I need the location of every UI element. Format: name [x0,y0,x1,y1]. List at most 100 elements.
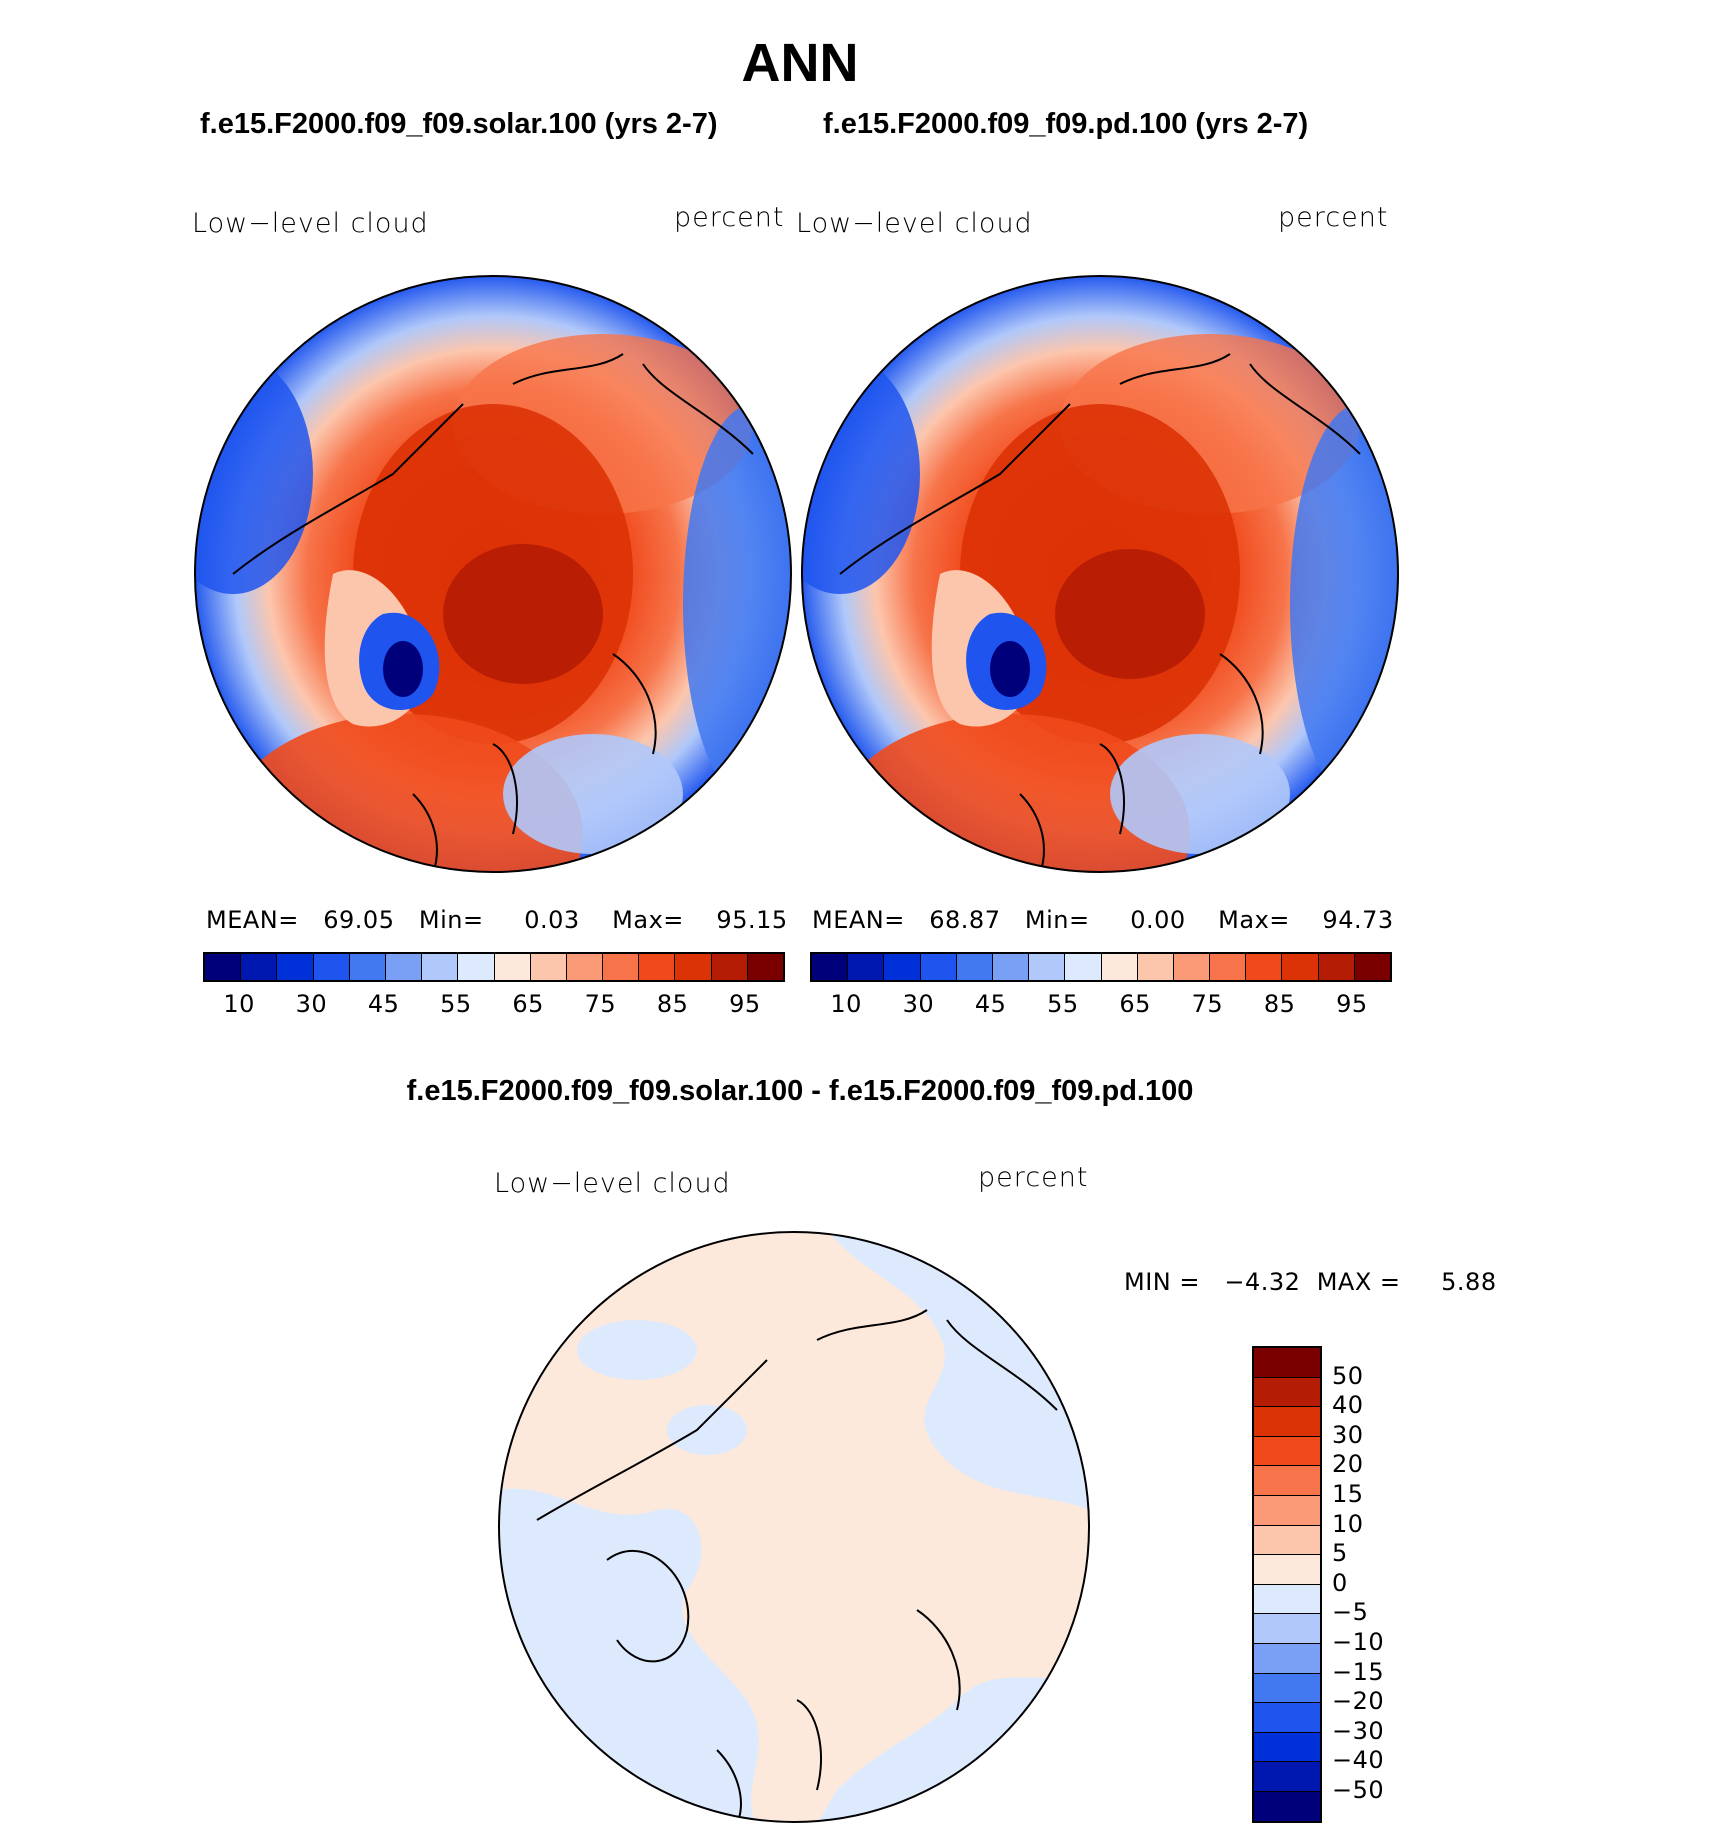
panel-2-coastlines [839,353,1361,872]
diff-colorbar-tick-label: −50 [1332,1776,1385,1804]
panel-1-colorbar-tick-label: 45 [367,990,400,1018]
panel-2-colorbar-color-box [920,954,957,980]
panel-1-colorbar-color-box [458,954,495,980]
diff-colorbar-color-box [1254,1614,1320,1644]
panel-2-colorbar-color-box [1173,954,1211,980]
panel-1-colorbar-color-box [494,954,531,980]
panel-1-colorbar-color-box [205,954,242,980]
diff-colorbar-color-box [1254,1377,1320,1408]
panel-2-colorbar-color-box [1065,954,1102,980]
panel-2-colorbar-color-box [992,954,1030,980]
panel-1-colorbar-color-box [385,954,423,980]
panel-1-mean-label: MEAN= [206,906,299,934]
diff-colorbar-color-box [1254,1495,1320,1526]
panel-2-colorbar-color-box [1354,954,1390,980]
panel-1-mean-value: 69.05 [323,906,395,934]
panel-2-stats: MEAN= 68.87 Min= 0.00 Max= 94.73 [812,906,1394,934]
diff-colorbar-color-box [1254,1703,1320,1733]
panel-2-variable-label: Low−level cloud [796,208,1033,239]
panel-2-colorbar-tick-label: 10 [830,990,862,1018]
panel-1-colorbar-tick-label: 65 [512,990,544,1018]
panel-2-mean-value: 68.87 [929,906,1001,934]
diff-units-label: percent [978,1162,1089,1193]
panel-1-colorbar-tick-label: 30 [295,990,328,1018]
panel-1-colorbar-color-box [277,954,314,980]
panel-1-colorbar-color-box [603,954,640,980]
diff-coastlines [536,1309,1058,1822]
diff-colorbar-tick-label: 20 [1332,1450,1364,1479]
panel-2-colorbar-color-box [812,954,849,980]
panel-2-colorbar-tick-label: 75 [1191,990,1224,1018]
panel-2-units-label: percent [1278,202,1389,233]
panel-1-colorbar-tick-label: 10 [223,990,255,1018]
panel-2-colorbar-color-box [848,954,885,980]
diff-min-label: MIN = [1124,1268,1200,1296]
panel-1-colorbar-color-box [747,954,783,980]
diff-colorbar-tick-label: −15 [1332,1657,1385,1686]
panel-1-variable-label: Low−level cloud [192,208,429,239]
diff-colorbar-tick-label: 40 [1332,1391,1364,1420]
diff-colorbar-color-box [1254,1791,1320,1821]
difference-title: f.e15.F2000.f09_f09.solar.100 - f.e15.F2… [406,1075,1194,1107]
diff-colorbar-color-box [1254,1673,1320,1704]
figure-title: ANN [741,33,859,93]
diff-colorbar-tick-label: −30 [1332,1716,1385,1745]
diff-colorbar-color-box [1254,1762,1320,1792]
diff-colorbar-tick-label: 5 [1332,1539,1348,1568]
panel-1-colorbar-color-box [422,954,459,980]
panel-1-run-title: f.e15.F2000.f09_f09.solar.100 (yrs 2-7) [200,108,718,140]
panel-1-colorbar-tick-label: 95 [729,990,761,1018]
panel-2-colorbar-color-box [1210,954,1247,980]
panel-1-colorbar-color-box [566,954,604,980]
panel-2-colorbar-color-box [1318,954,1355,980]
diff-colorbar-color-box [1254,1643,1320,1674]
diff-max-label: MAX = [1316,1268,1401,1296]
panel-1-min-label: Min= [418,906,484,934]
diff-colorbar-color-box [1254,1348,1320,1378]
panel-1-colorbar-tick-label: 75 [584,990,617,1018]
panel-2-max-value: 94.73 [1322,906,1394,934]
diff-variable-label: Low−level cloud [494,1168,731,1199]
panel-2-colorbar-color-box [1137,954,1174,980]
diff-colorbar-tick-label: −20 [1332,1687,1385,1716]
diff-colorbar-color-box [1254,1436,1320,1467]
diff-colorbar-tick-label: 15 [1332,1480,1364,1508]
panel-2-colorbar-tick-label: 85 [1263,990,1296,1018]
panel-2-colorbar-color-box [884,954,921,980]
panel-1-colorbar [203,952,785,982]
diff-stats: MIN = −4.32 MAX = 5.88 [1124,1268,1497,1296]
panel-2-colorbar-tick-label: 55 [1047,990,1079,1018]
panel-2-colorbar-ticks: 10 30 45 55 65 75 85 95 [810,990,1388,1020]
panel-1-colorbar-color-box [313,954,350,980]
panel-1-colorbar-tick-label: 85 [656,990,689,1018]
panel-1-units-label: percent [674,202,785,233]
panel-1-max-label: Max= [612,906,684,934]
diff-colorbar-tick-label: −5 [1332,1598,1369,1627]
diff-colorbar-color-box [1254,1407,1320,1437]
panel-1-colorbar-color-box [675,954,712,980]
panel-2-mean-label: MEAN= [812,906,905,934]
panel-1-colorbar-ticks: 10 30 45 55 65 75 85 95 [203,990,781,1020]
panel-2-colorbar-color-box [1246,954,1283,980]
diff-colorbar-color-box [1254,1584,1320,1615]
panel-1-colorbar-color-box [639,954,676,980]
diff-colorbar-color-box [1254,1555,1320,1585]
diff-colorbar-tick-label: 30 [1332,1420,1364,1449]
panel-2-colorbar-color-box [1101,954,1138,980]
panel-1-colorbar-color-box [711,954,748,980]
panel-2-max-label: Max= [1218,906,1290,934]
panel-2-colorbar-tick-label: 95 [1336,990,1368,1018]
panel-2-colorbar-color-box [1282,954,1319,980]
panel-2-colorbar [810,952,1392,982]
panel-2-colorbar-tick-label: 30 [902,990,935,1018]
diff-colorbar [1252,1346,1322,1823]
diff-colorbar-color-box [1254,1466,1320,1496]
diff-colorbar-ticks: 50 40 30 20 15 10 5 0 −5 −10 −15 −20 −30 −40 −50 [1332,1346,1412,1816]
panel-1-colorbar-color-box [349,954,386,980]
panel-1-stats: MEAN= 69.05 Min= 0.03 Max= 95.15 [206,906,788,934]
panel-2-colorbar-tick-label: 45 [974,990,1007,1018]
panel-1-colorbar-color-box [530,954,567,980]
panel-2-colorbar-color-box [1029,954,1066,980]
diff-colorbar-color-box [1254,1525,1320,1556]
diff-colorbar-tick-label: −10 [1332,1628,1385,1656]
